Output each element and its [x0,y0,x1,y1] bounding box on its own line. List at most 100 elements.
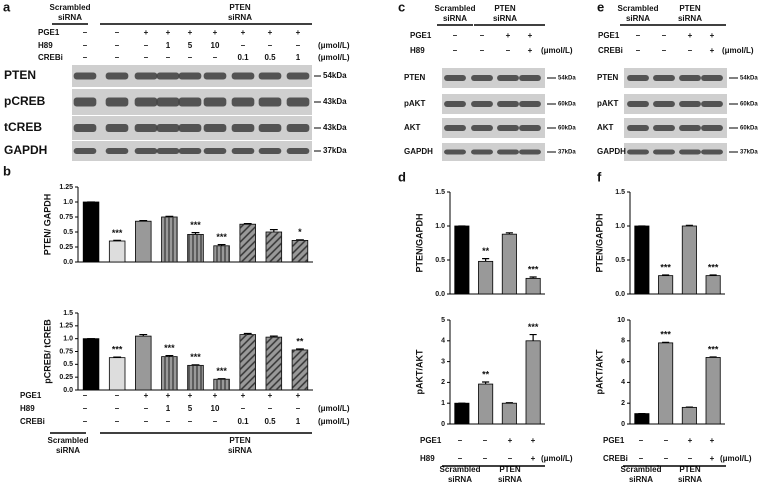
treatment-cell: – [480,46,485,55]
blot-band [203,124,227,132]
bar [135,335,152,391]
treatment-label: PGE1 [38,28,60,37]
treatment-cell: – [639,454,644,463]
y-tick-label: 0.5 [63,361,73,368]
treatment-cell: + [241,28,246,37]
group-label: Scrambled [440,465,481,474]
treatment-cell: + [166,391,171,400]
treatment-label: CREBi [38,53,63,62]
blot-band [105,72,129,80]
group-label: PTEN [679,465,701,474]
blot-band [701,125,723,131]
treatment-label: H89 [20,404,35,413]
bar-hatch [266,232,282,262]
blot-band [134,72,158,80]
treatment-cell: – [664,454,669,463]
treatment-cell: – [241,41,246,50]
group-label: siRNA [629,475,653,484]
treatment-cell: + [241,391,246,400]
blot-band [519,125,541,131]
blot-band [497,125,519,131]
treatment-unit: (μmol/L) [722,46,754,55]
blot-band [471,101,493,107]
blot-band [156,97,180,107]
treatment-cell: 10 [211,41,220,50]
error-bar [191,232,200,235]
blot-band [627,75,649,81]
group-label: siRNA [56,446,80,455]
significance: *** [660,330,671,340]
y-axis-label: PTEN/GAPDH [594,213,604,272]
treatment-label: PGE1 [410,31,432,40]
y-tick-label: 4 [441,338,445,345]
treatment-label: CREBi [603,454,628,463]
panel-label: a [3,0,11,14]
blot-background [624,118,727,138]
y-axis-label: PTEN/GAPDH [414,213,424,272]
y-tick-label: 0.5 [63,229,73,236]
significance: *** [112,345,123,355]
blot-band [679,75,701,81]
treatment-cell: – [115,41,120,50]
y-tick-label: 0 [441,421,445,428]
treatment-cell: 1 [296,53,301,62]
treatment-cell: – [115,28,120,37]
blot-band [231,72,255,80]
blot-band [627,149,649,155]
y-tick-label: 0.0 [63,387,73,394]
treatment-cell: 5 [188,41,193,50]
bar [501,233,517,295]
blot-band [73,97,97,107]
blot-label: pAKT [404,99,425,108]
bar [634,225,650,295]
error-bar [482,381,490,385]
y-tick-label: 1.0 [615,223,625,230]
bar [705,357,721,425]
significance: *** [660,262,671,272]
y-tick-label: 1 [441,400,445,407]
treatment-cell: – [83,28,88,37]
treatment-label: PGE1 [420,436,442,445]
y-tick-label: 0.0 [63,259,73,266]
error-bar [662,341,670,343]
treatment-cell: 0.5 [264,417,276,426]
bar [681,406,697,425]
blot-band [653,125,675,131]
treatment-cell: 5 [188,404,193,413]
blot-band [231,124,255,132]
blot-band [519,149,541,155]
significance: *** [190,352,201,362]
blot-label: tCREB [4,120,42,134]
group-label: Scrambled [618,4,659,13]
bar [478,383,494,425]
significance: *** [216,366,227,376]
significance: *** [528,264,539,274]
blot-band [471,75,493,81]
group-label: siRNA [443,14,467,23]
blot-size: 60kDa [558,102,576,108]
treatment-cell: – [296,404,301,413]
blot-size: 43kDa [323,97,347,106]
significance: *** [190,220,201,230]
bar-hatch [187,234,204,262]
y-tick-label: 0.25 [59,244,73,251]
treatment-cell: + [213,391,218,400]
error-bar [217,378,226,380]
y-tick-label: 1.0 [435,223,445,230]
treatment-cell: 10 [211,404,220,413]
treatment-cell: + [296,391,301,400]
treatment-cell: + [531,436,536,445]
bar [108,240,126,263]
blot-band [286,148,310,154]
blot-size: 60kDa [740,126,758,132]
blot-band [444,75,466,81]
treatment-unit: (μmol/L) [318,53,350,62]
treatment-cell: – [453,46,458,55]
y-tick-label: 1.5 [615,189,625,196]
treatment-cell: – [213,53,218,62]
bar [478,260,494,295]
treatment-cell: – [144,417,149,426]
treatment-cell: + [710,31,715,40]
treatment-cell: + [166,28,171,37]
panel-label: e [597,0,604,14]
